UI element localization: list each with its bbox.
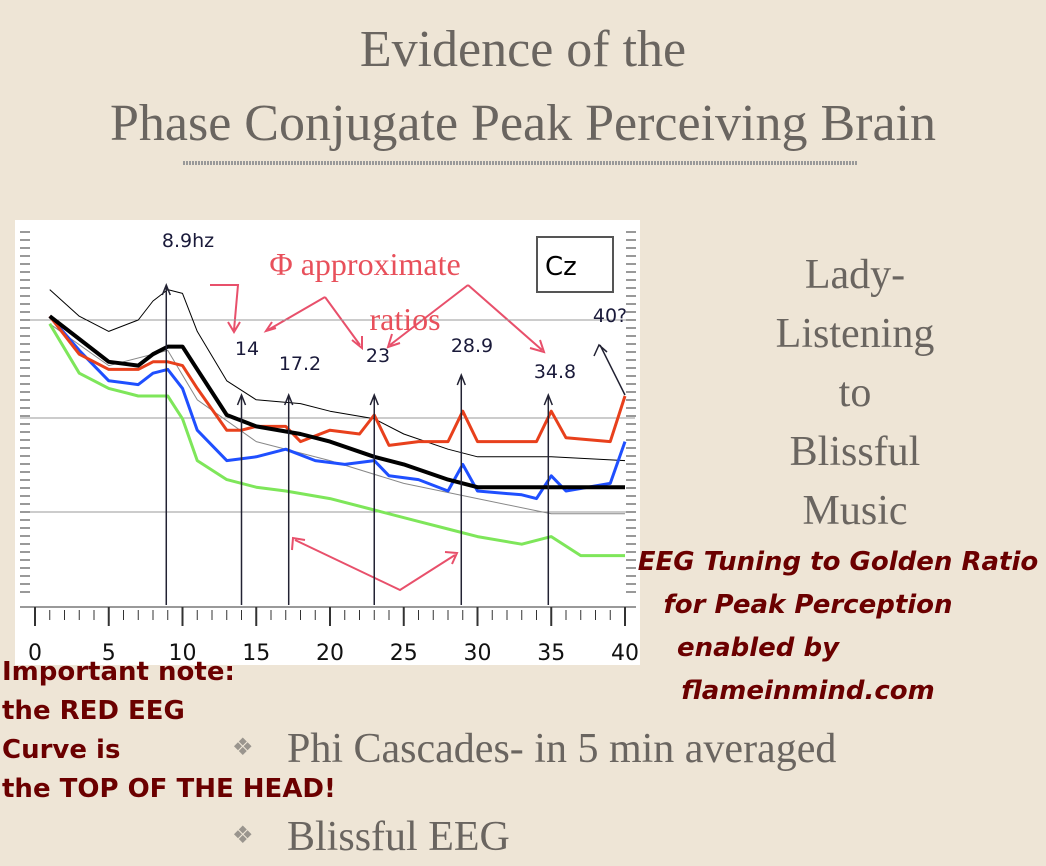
credit-text: EEG Tuning to Golden Ratio (638, 547, 1038, 577)
note-text: Curve is (2, 735, 120, 765)
note-text: the TOP OF THE HEAD! (2, 774, 336, 804)
peak-label: 40? (593, 305, 627, 327)
peak-label: 17.2 (279, 353, 321, 375)
credit-text: flameinmind.com (681, 676, 935, 706)
eeg-curve (48, 323, 625, 558)
peak-label: 14 (235, 338, 259, 360)
arrow-head (456, 372, 466, 386)
x-tick-label: 15 (242, 641, 270, 666)
x-tick-label: 40 (611, 641, 639, 666)
peak-arrow (599, 344, 626, 396)
x-tick-label: 0 (28, 641, 42, 666)
arrow-head (236, 392, 247, 406)
ratio-note: ratios (369, 301, 440, 337)
note-text: the RED EEG (2, 696, 185, 726)
x-tick-label: 20 (316, 641, 344, 666)
arrow-head (284, 392, 294, 406)
credit-text: for Peak Perception (663, 590, 952, 620)
peak-label: 28.9 (451, 335, 493, 357)
side-text: Listening (776, 311, 935, 357)
x-tick-label: 25 (390, 641, 418, 666)
peak-label: 8.9hz (162, 230, 214, 252)
side-text: Music (803, 488, 908, 534)
credit-text: enabled by (677, 633, 840, 663)
title: Evidence of the (360, 21, 686, 78)
side-text: Lady- (805, 252, 905, 298)
x-tick-label: 10 (169, 641, 197, 666)
peak-label: 34.8 (534, 361, 576, 383)
x-tick-label: 30 (464, 641, 492, 666)
eeg-curve (49, 289, 626, 462)
arrow-head (543, 392, 553, 406)
ratio-arrows (210, 284, 546, 592)
peak-label: 23 (366, 345, 390, 367)
arrow-head (369, 392, 379, 406)
title: Phase Conjugate Peak Perceiving Brain (110, 95, 936, 152)
side-text: Blissful (790, 429, 921, 475)
bullet-text: Blissful EEG (287, 814, 510, 860)
note-text: Important note: (2, 657, 235, 687)
x-tick-label: 5 (102, 641, 116, 666)
channel-box (536, 236, 614, 293)
bullet-icon: ❖ (232, 823, 254, 849)
bullet-text: Phi Cascades- in 5 min averaged (287, 726, 836, 772)
ratio-note: Φ approximate (269, 246, 460, 282)
x-tick-label: 35 (537, 641, 565, 666)
channel-label: Cz (545, 252, 577, 282)
side-text: to (839, 370, 872, 416)
bullet-icon: ❖ (232, 735, 254, 761)
arrow-head (593, 343, 608, 357)
arrow-head (161, 282, 171, 296)
eeg-curve (48, 315, 627, 501)
